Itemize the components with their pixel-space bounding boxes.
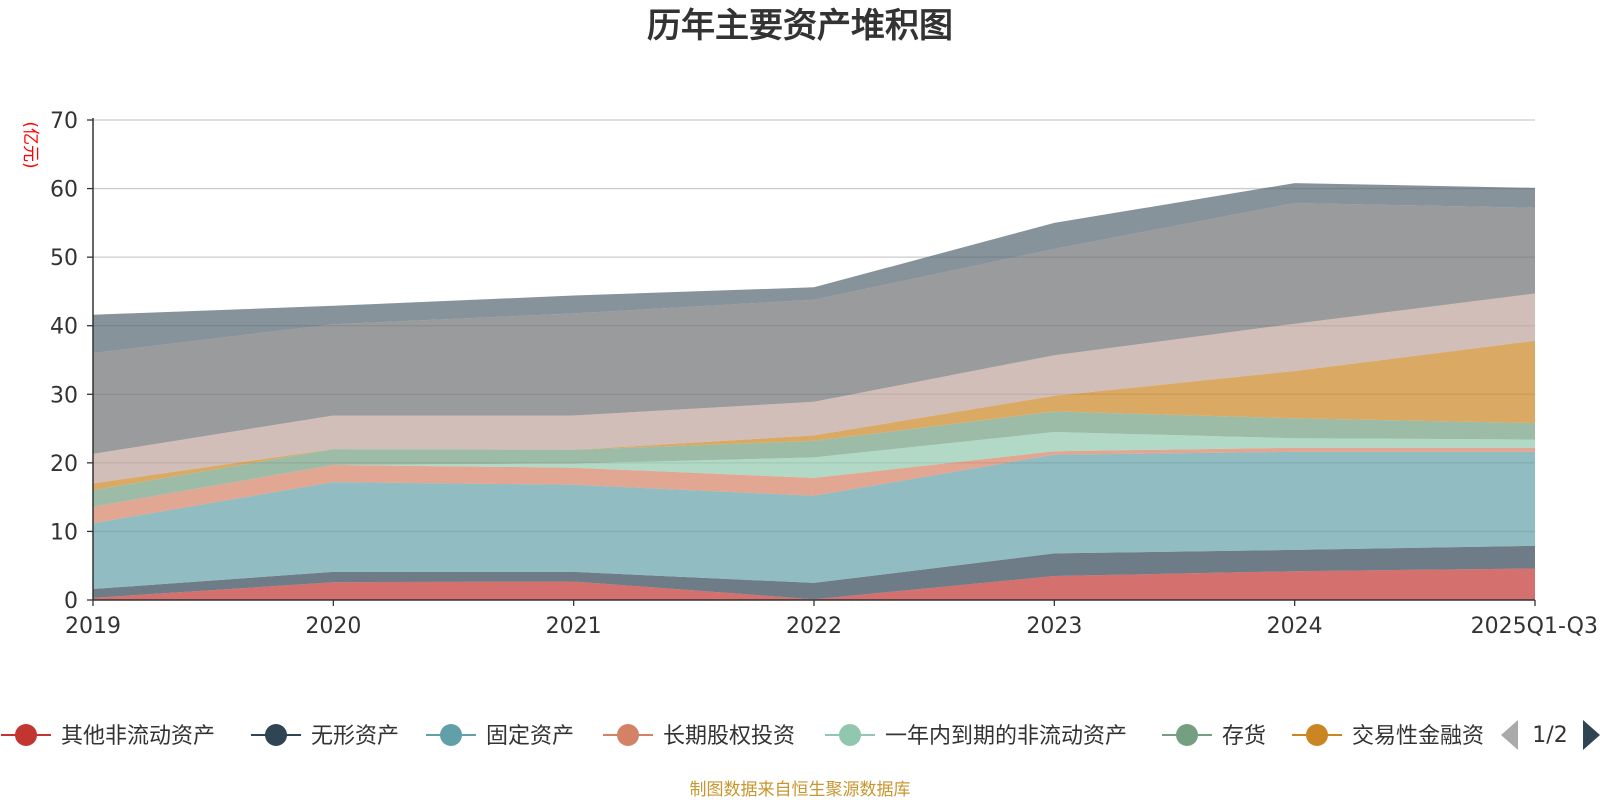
- legend-circle-icon: [1306, 724, 1328, 746]
- legend-item[interactable]: 交易性金融资: [1292, 724, 1484, 749]
- area-series-5: [93, 432, 1535, 507]
- legend-item[interactable]: 存货: [1162, 724, 1266, 749]
- y-tick-label: 70: [50, 109, 78, 134]
- legend-item[interactable]: 其他非流动资产: [1, 724, 215, 749]
- y-tick-label: 10: [50, 520, 78, 545]
- legend-circle-icon: [440, 724, 462, 746]
- legend-item[interactable]: 长期股权投资: [603, 724, 795, 749]
- y-axis-ticks: 0 10 20 30 40 50 60 70: [50, 109, 93, 614]
- area-series: [93, 183, 1535, 600]
- legend-circle-icon: [1176, 724, 1198, 746]
- y-tick-label: 0: [64, 589, 78, 614]
- area-series-8: [93, 293, 1535, 484]
- legend-next-page-icon[interactable]: [1583, 720, 1600, 750]
- legend-circle-icon: [617, 724, 639, 746]
- x-axis-ticks: 2019 2020 2021 2022 2023 2024 2025Q1-Q3: [65, 600, 1598, 639]
- legend-label: 其他非流动资产: [61, 724, 215, 749]
- legend-circle-icon: [265, 724, 287, 746]
- data-source-note: 制图数据来自恒生聚源数据库: [690, 780, 911, 800]
- legend-label: 固定资产: [486, 724, 574, 749]
- chart-title: 历年主要资产堆积图: [647, 6, 953, 46]
- legend-page-indicator: 1/2: [1532, 723, 1567, 748]
- legend-label: 无形资产: [311, 724, 399, 749]
- legend-item[interactable]: 固定资产: [426, 724, 574, 749]
- legend-circle-icon: [839, 724, 861, 746]
- x-tick-label: 2021: [546, 614, 602, 639]
- x-tick-label: 2025Q1-Q3: [1471, 614, 1598, 639]
- x-tick-label: 2023: [1026, 614, 1082, 639]
- legend-label: 存货: [1222, 724, 1266, 749]
- legend-prev-page-icon[interactable]: [1501, 720, 1518, 750]
- area-series-1: [93, 568, 1535, 600]
- legend-item[interactable]: 无形资产: [251, 724, 399, 749]
- area-series-7: [93, 340, 1535, 491]
- y-axis-unit-label: (亿元): [20, 121, 40, 168]
- x-tick-label: 2022: [786, 614, 842, 639]
- area-series-4: [93, 447, 1535, 524]
- x-tick-label: 2024: [1267, 614, 1323, 639]
- legend-circle-icon: [15, 724, 37, 746]
- area-series-6: [93, 411, 1535, 507]
- area-series-3: [93, 451, 1535, 589]
- x-tick-label: 2020: [305, 614, 361, 639]
- legend-pager: 1/2: [1501, 720, 1600, 750]
- x-tick-label: 2019: [65, 614, 121, 639]
- y-tick-label: 40: [50, 315, 78, 340]
- y-tick-label: 50: [50, 246, 78, 271]
- area-series-9: [93, 203, 1535, 454]
- y-tick-label: 30: [50, 383, 78, 408]
- y-tick-label: 60: [50, 178, 78, 203]
- legend-label: 交易性金融资: [1352, 724, 1484, 749]
- legend: 其他非流动资产 无形资产 固定资产 长期股权投资 一年内到期的非流动资产 存货 交易性金融资: [1, 724, 1484, 749]
- area-series-2: [93, 545, 1535, 600]
- area-series-10: [93, 183, 1535, 354]
- legend-label: 长期股权投资: [663, 724, 795, 749]
- y-tick-label: 20: [50, 452, 78, 477]
- legend-item[interactable]: 一年内到期的非流动资产: [825, 724, 1127, 749]
- legend-label: 一年内到期的非流动资产: [885, 724, 1127, 749]
